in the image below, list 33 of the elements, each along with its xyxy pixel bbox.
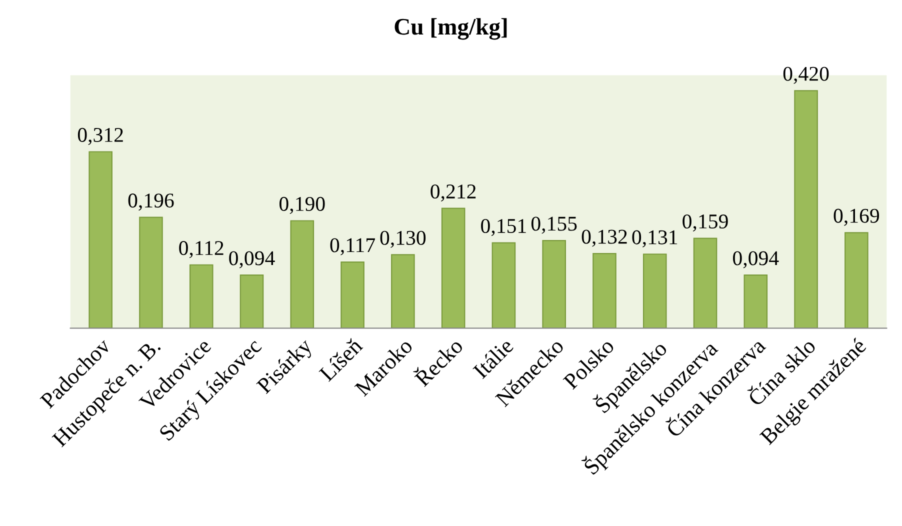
bar	[844, 232, 868, 328]
data-label: 0,169	[834, 208, 880, 226]
data-label: 0,312	[78, 128, 123, 145]
bar	[542, 240, 566, 328]
data-label: 0,094	[229, 251, 275, 268]
bar	[744, 274, 768, 328]
bar	[290, 220, 314, 328]
bar	[240, 274, 264, 328]
data-label: 0,131	[632, 230, 678, 248]
bar	[592, 253, 616, 328]
bar	[88, 151, 112, 328]
data-label: 0,196	[128, 194, 174, 211]
bar	[492, 242, 516, 328]
chart-title: Cu [mg/kg]	[394, 18, 507, 40]
data-label: 0,094	[733, 251, 779, 268]
bar	[642, 254, 667, 328]
bar	[139, 216, 163, 328]
data-label: 0,212	[430, 184, 476, 202]
data-label: 0,159	[682, 214, 728, 232]
data-label: 0,132	[582, 230, 627, 247]
data-label: 0,112	[179, 241, 224, 258]
bar	[693, 238, 718, 328]
data-label: 0,155	[531, 216, 577, 234]
bar	[189, 264, 214, 328]
bar	[391, 254, 415, 328]
data-label: 0,130	[380, 230, 426, 248]
data-label: 0,151	[481, 218, 526, 236]
data-label: 0,420	[783, 66, 829, 84]
data-label: 0,190	[280, 196, 325, 214]
bar	[794, 90, 818, 328]
bar	[441, 208, 466, 328]
data-label: 0,117	[330, 238, 375, 256]
bar	[340, 261, 364, 328]
